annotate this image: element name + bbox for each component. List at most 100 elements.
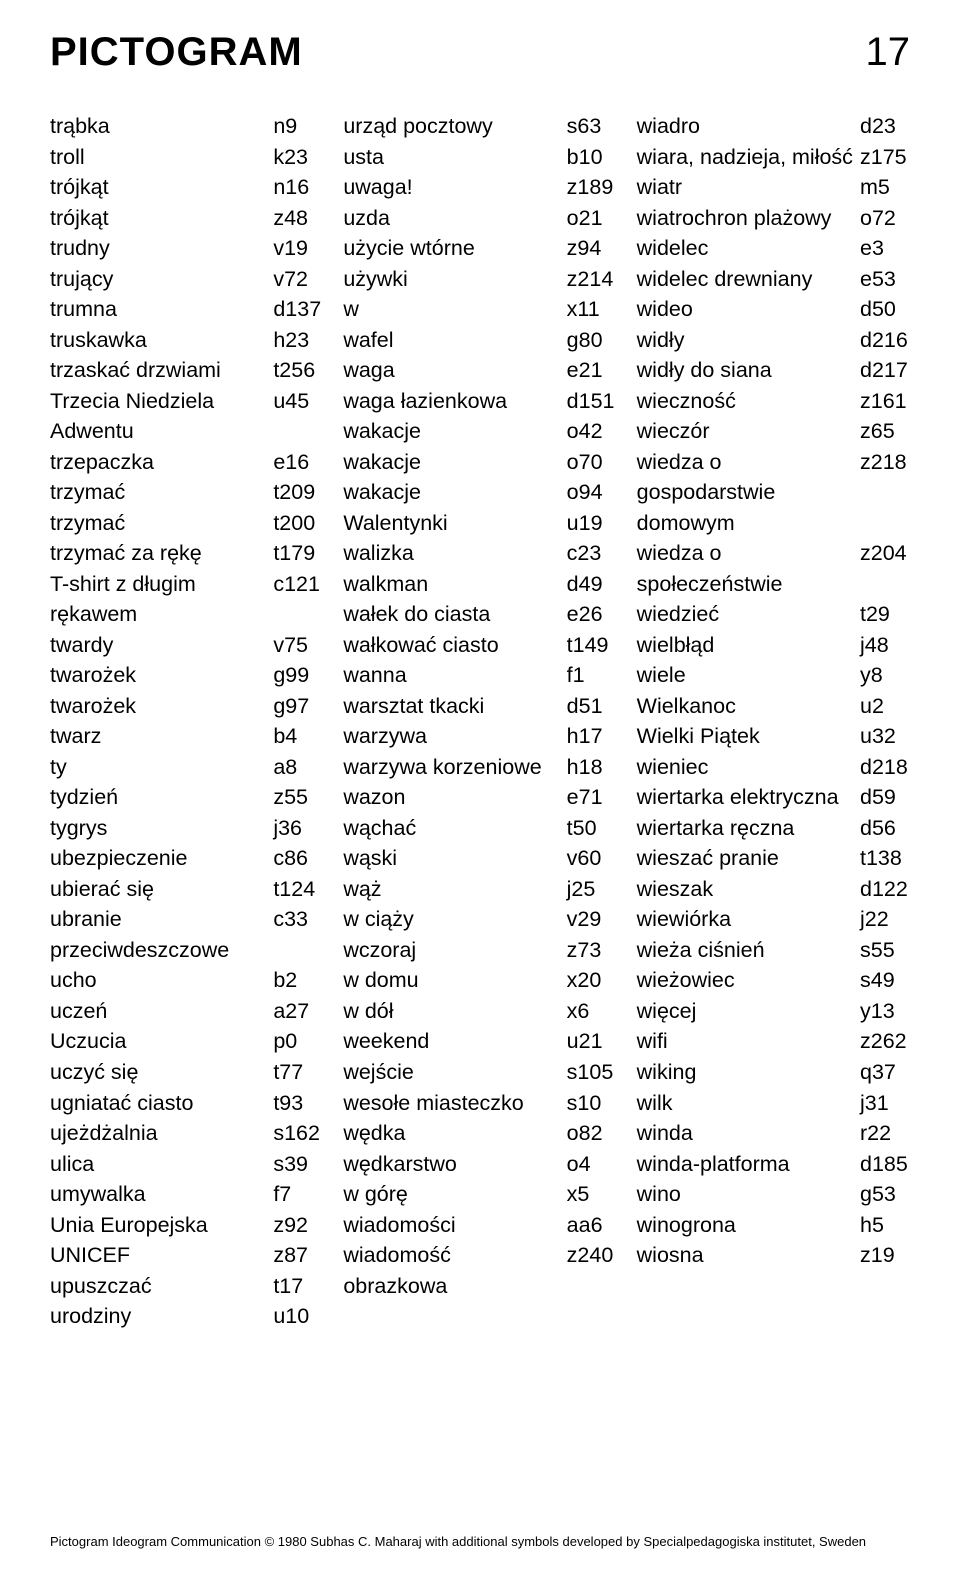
index-term: wiedza o społeczeństwi­e	[637, 538, 860, 599]
index-row: wiara, nadzieja, miłośćz175	[637, 142, 910, 173]
index-code: z73	[567, 935, 617, 966]
index-term: wazon	[343, 782, 566, 813]
index-row: wiadomościaa6	[343, 1210, 616, 1241]
index-code: j31	[860, 1088, 910, 1119]
index-code: z92	[273, 1210, 323, 1241]
index-term: T-shirt z długim rękawem	[50, 569, 273, 630]
index-row: wiatrochron plażowyo72	[637, 203, 910, 234]
index-term: umywalka	[50, 1179, 273, 1210]
index-row: weekendu21	[343, 1026, 616, 1057]
index-term: warzywa	[343, 721, 566, 752]
index-row: wiadomość obrazkowaz240	[343, 1240, 616, 1301]
index-term: twarożek	[50, 660, 273, 691]
index-term: trójkąt	[50, 203, 273, 234]
index-row: wieszakd122	[637, 874, 910, 905]
index-term: użycie wtórne	[343, 233, 566, 264]
index-term: warsztat tkacki	[343, 691, 566, 722]
index-row: tya8	[50, 752, 323, 783]
index-row: wafelg80	[343, 325, 616, 356]
index-row: wędkao82	[343, 1118, 616, 1149]
index-term: widły	[637, 325, 860, 356]
index-code: d51	[567, 691, 617, 722]
index-code: aa6	[567, 1210, 617, 1241]
index-code: j25	[567, 874, 617, 905]
index-row: umywalkaf7	[50, 1179, 323, 1210]
index-code: j48	[860, 630, 910, 661]
index-row: winda-platformad185	[637, 1149, 910, 1180]
index-term: urodziny	[50, 1301, 273, 1332]
index-code: e16	[273, 447, 323, 478]
index-term: wifi	[637, 1026, 860, 1057]
index-row: winogronah5	[637, 1210, 910, 1241]
index-row: uczeńa27	[50, 996, 323, 1027]
index-row: walizkac23	[343, 538, 616, 569]
index-term: ugniatać ciasto	[50, 1088, 273, 1119]
index-code: z218	[860, 447, 910, 478]
index-term: wałkować ciasto	[343, 630, 566, 661]
index-term: ty	[50, 752, 273, 783]
index-term: wiosna	[637, 1240, 860, 1271]
index-term: w dół	[343, 996, 566, 1027]
index-row: wieczórz65	[637, 416, 910, 447]
index-term: więcej	[637, 996, 860, 1027]
index-code: o70	[567, 447, 617, 478]
index-code: g99	[273, 660, 323, 691]
index-code: z240	[567, 1240, 617, 1271]
index-code: z175	[860, 142, 910, 173]
index-code: b2	[273, 965, 323, 996]
index-term: wiertarka ręczna	[637, 813, 860, 844]
index-code: o72	[860, 203, 910, 234]
index-row: wałkować ciastot149	[343, 630, 616, 661]
index-row: ubierać sięt124	[50, 874, 323, 905]
index-term: wilk	[637, 1088, 860, 1119]
index-row: wideod50	[637, 294, 910, 325]
index-term: wędka	[343, 1118, 566, 1149]
index-row: wikingq37	[637, 1057, 910, 1088]
index-code: o94	[567, 477, 617, 508]
index-term: walkman	[343, 569, 566, 600]
index-row: więcejy13	[637, 996, 910, 1027]
index-row: wiedza o gospodarstwie domowymz218	[637, 447, 910, 539]
index-row: trumnad137	[50, 294, 323, 325]
index-term: wanna	[343, 660, 566, 691]
index-row: ulicas39	[50, 1149, 323, 1180]
index-code: g80	[567, 325, 617, 356]
index-row: tygrysj36	[50, 813, 323, 844]
index-code: g97	[273, 691, 323, 722]
index-term: uczeń	[50, 996, 273, 1027]
index-term: ubierać się	[50, 874, 273, 905]
index-term: wiedzieć	[637, 599, 860, 630]
index-term: urząd pocztowy	[343, 111, 566, 142]
index-code: a8	[273, 752, 323, 783]
index-term: wakacje	[343, 416, 566, 447]
index-code: q37	[860, 1057, 910, 1088]
index-code: y8	[860, 660, 910, 691]
index-row: wiadrod23	[637, 111, 910, 142]
column-2: urząd pocztowys63ustab10uwaga!z189uzdao2…	[343, 111, 616, 1332]
index-term: trąbka	[50, 111, 273, 142]
index-code: b4	[273, 721, 323, 752]
index-term: wesołe miasteczko	[343, 1088, 566, 1119]
index-term: wejście	[343, 1057, 566, 1088]
index-code: o4	[567, 1149, 617, 1180]
index-code: h23	[273, 325, 323, 356]
index-term: trumna	[50, 294, 273, 325]
index-term: twarożek	[50, 691, 273, 722]
index-term: truskawka	[50, 325, 273, 356]
index-code: d49	[567, 569, 617, 600]
index-row: upuszczaćt17	[50, 1271, 323, 1302]
index-row: trzymaćt209	[50, 477, 323, 508]
index-row: warzywa korzenioweh18	[343, 752, 616, 783]
index-code: t17	[273, 1271, 323, 1302]
index-row: uzdao21	[343, 203, 616, 234]
index-code: t124	[273, 874, 323, 905]
index-row: wielbłądj48	[637, 630, 910, 661]
index-code: x6	[567, 996, 617, 1027]
index-term: w ciąży	[343, 904, 566, 935]
index-code: d50	[860, 294, 910, 325]
index-row: wieszać praniet138	[637, 843, 910, 874]
index-row: trzepaczkae16	[50, 447, 323, 478]
index-term: wiele	[637, 660, 860, 691]
index-code: f1	[567, 660, 617, 691]
index-term: trójkąt	[50, 172, 273, 203]
